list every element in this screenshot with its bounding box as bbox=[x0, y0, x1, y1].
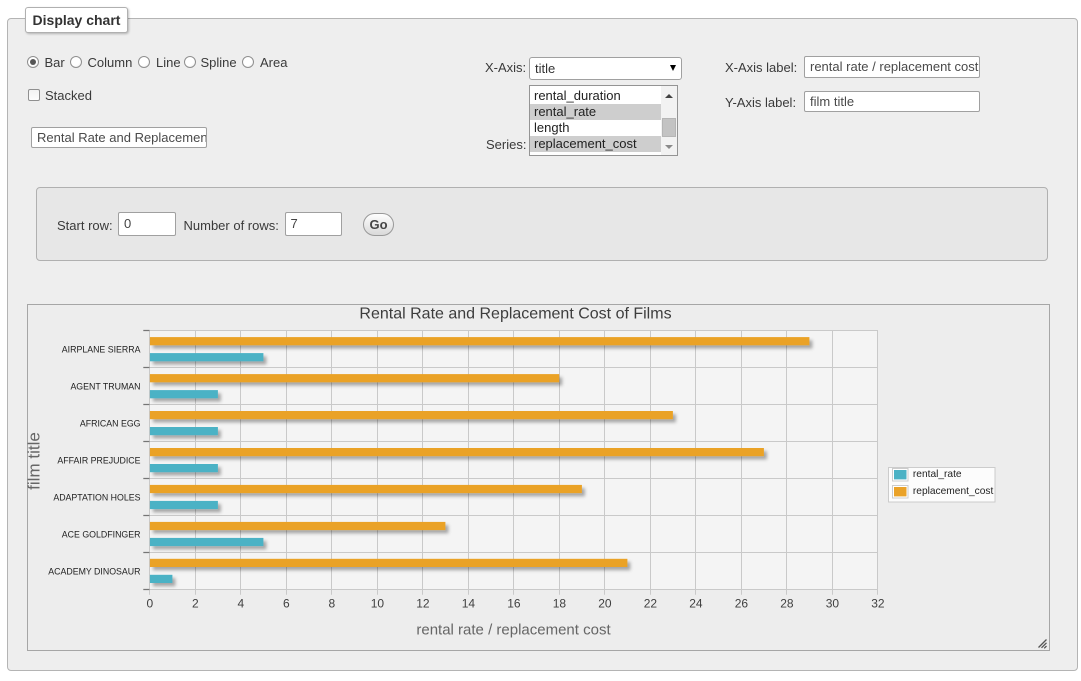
svg-text:28: 28 bbox=[780, 597, 794, 611]
svg-text:0: 0 bbox=[147, 597, 154, 611]
svg-text:24: 24 bbox=[689, 597, 703, 611]
svg-text:30: 30 bbox=[826, 597, 840, 611]
svg-text:2: 2 bbox=[192, 597, 199, 611]
svg-text:AFRICAN EGG: AFRICAN EGG bbox=[80, 419, 141, 429]
svg-text:22: 22 bbox=[644, 597, 658, 611]
svg-text:AIRPLANE SIERRA: AIRPLANE SIERRA bbox=[62, 345, 141, 355]
svg-text:32: 32 bbox=[871, 597, 885, 611]
svg-text:Rental Rate and Replacement Co: Rental Rate and Replacement Cost of Film… bbox=[359, 305, 671, 322]
svg-text:16: 16 bbox=[507, 597, 521, 611]
svg-text:10: 10 bbox=[371, 597, 385, 611]
svg-text:18: 18 bbox=[553, 597, 567, 611]
svg-text:AGENT TRUMAN: AGENT TRUMAN bbox=[70, 382, 140, 392]
svg-text:20: 20 bbox=[598, 597, 612, 611]
svg-text:6: 6 bbox=[283, 597, 290, 611]
svg-text:ACADEMY DINOSAUR: ACADEMY DINOSAUR bbox=[48, 566, 140, 576]
svg-text:ACE GOLDFINGER: ACE GOLDFINGER bbox=[62, 530, 141, 540]
svg-text:12: 12 bbox=[416, 597, 430, 611]
svg-text:AFFAIR PREJUDICE: AFFAIR PREJUDICE bbox=[57, 456, 140, 466]
svg-text:14: 14 bbox=[462, 597, 476, 611]
svg-text:4: 4 bbox=[238, 597, 245, 611]
svg-text:ADAPTATION HOLES: ADAPTATION HOLES bbox=[53, 493, 140, 503]
svg-text:rental_rate: rental_rate bbox=[913, 469, 962, 480]
svg-text:8: 8 bbox=[329, 597, 336, 611]
svg-text:replacement_cost: replacement_cost bbox=[913, 486, 994, 497]
svg-text:26: 26 bbox=[735, 597, 749, 611]
svg-text:rental rate / replacement cost: rental rate / replacement cost bbox=[416, 621, 611, 638]
svg-text:film title: film title bbox=[25, 432, 44, 490]
